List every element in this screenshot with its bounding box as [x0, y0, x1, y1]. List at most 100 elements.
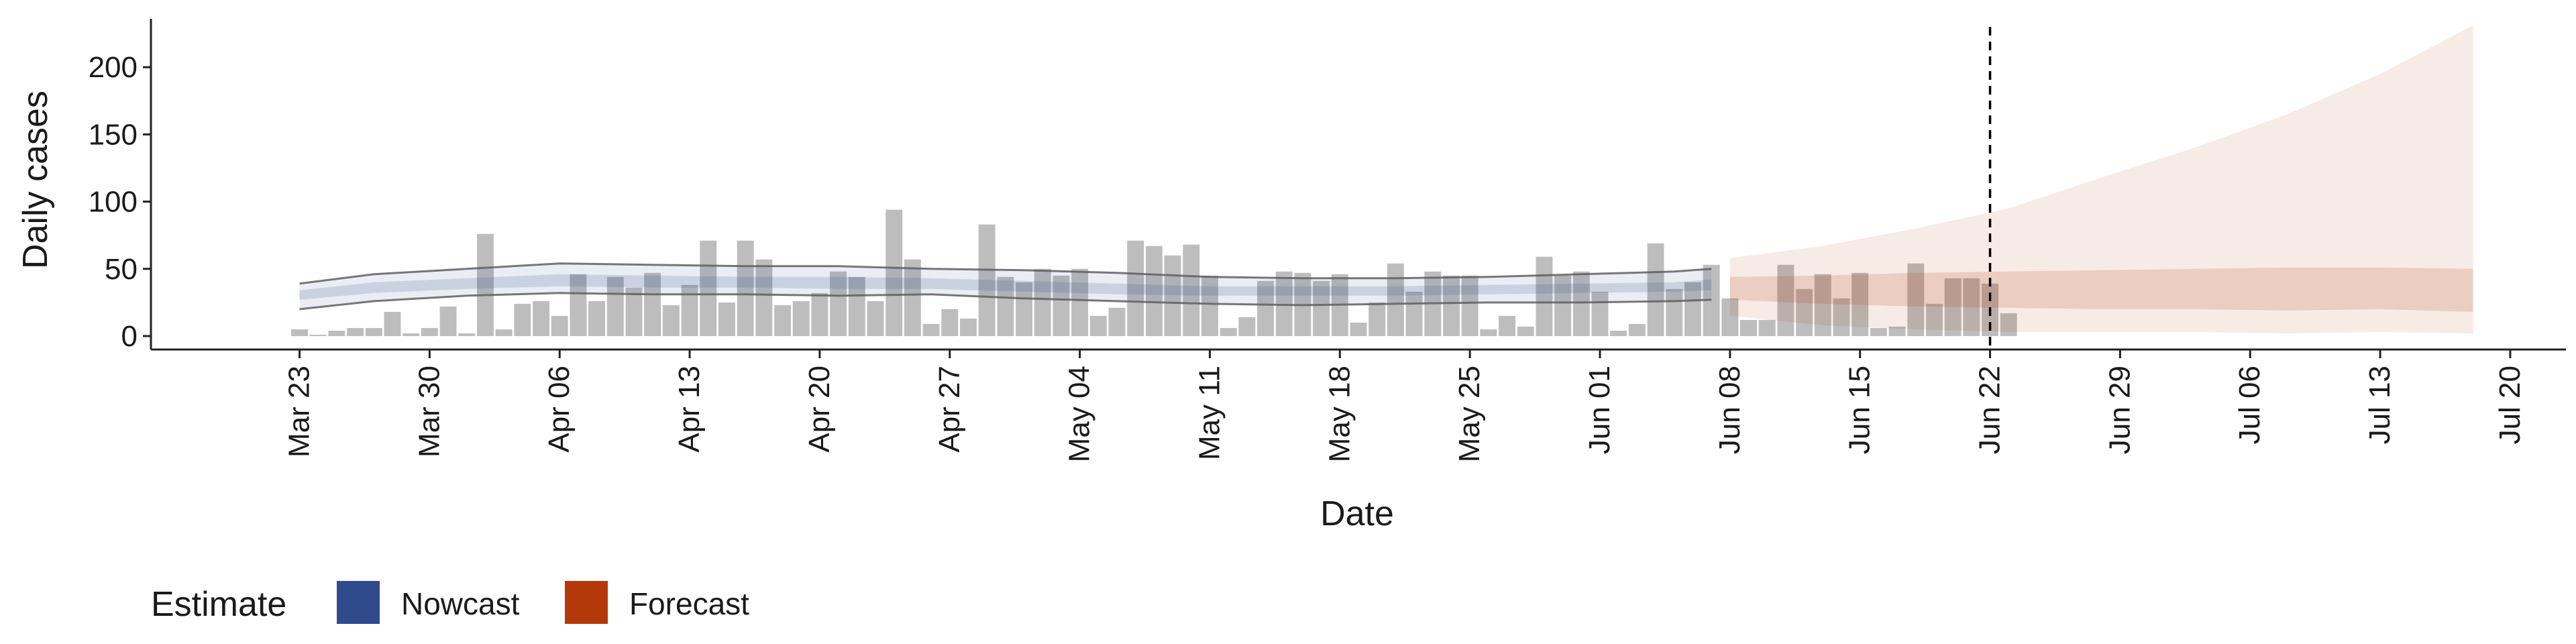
- case-bar: [644, 272, 661, 336]
- x-tick-label: Mar 23: [283, 366, 316, 458]
- case-bar: [1628, 323, 1646, 336]
- case-bar: [885, 209, 903, 336]
- case-bar: [1888, 326, 1906, 336]
- x-tick-label: Apr 06: [543, 366, 576, 453]
- x-tick-label: Jul 20: [2493, 366, 2526, 444]
- case-bar: [402, 333, 420, 336]
- forecast-band-50: [1729, 267, 2473, 312]
- case-bar: [1833, 298, 1850, 336]
- case-bar: [1443, 275, 1460, 336]
- case-bar: [941, 309, 959, 336]
- nowcast-band-90: [299, 263, 1712, 309]
- case-bar: [1275, 271, 1293, 336]
- case-bar: [1851, 272, 1869, 336]
- case-bar: [1127, 240, 1144, 336]
- case-bar: [1758, 319, 1776, 336]
- case-bar: [291, 329, 308, 336]
- case-bar: [439, 306, 457, 336]
- case-bar: [533, 301, 549, 336]
- case-bar: [1089, 315, 1107, 336]
- case-bar: [1350, 322, 1367, 336]
- y-ticks: 0 50 100 150 200: [89, 51, 151, 353]
- x-tick-label: Mar 30: [413, 366, 445, 458]
- case-bar: [1944, 278, 1962, 336]
- x-tick-label: Jun 22: [1974, 366, 2006, 454]
- x-tick-label: May 11: [1193, 366, 1226, 460]
- case-bar: [700, 240, 717, 336]
- case-bar: [1053, 275, 1070, 336]
- case-bar: [421, 327, 438, 336]
- case-bar: [458, 333, 476, 336]
- case-bar: [588, 301, 606, 336]
- case-bar: [755, 259, 773, 336]
- nowcast-upper-line: [299, 262, 1712, 285]
- legend-title: Estimate: [151, 585, 286, 624]
- case-bar: [1480, 329, 1497, 336]
- x-axis-label: Date: [1320, 494, 1394, 533]
- y-tick-label: 200: [89, 51, 138, 84]
- x-tick-label: May 04: [1063, 366, 1096, 462]
- case-bar: [718, 302, 735, 336]
- case-bar: [904, 259, 921, 336]
- x-tick-label: Jun 15: [1843, 366, 1876, 454]
- case-bar: [960, 318, 977, 336]
- y-tick-label: 50: [105, 253, 138, 286]
- case-bar: [1796, 288, 1813, 336]
- x-tick-label: Jun 29: [2103, 366, 2136, 454]
- case-bar: [1814, 274, 1831, 336]
- case-bar: [2000, 313, 2017, 336]
- case-bar: [477, 233, 494, 336]
- case-bar: [570, 274, 587, 336]
- y-tick-label: 100: [89, 186, 138, 219]
- case-bar: [1777, 264, 1794, 336]
- legend: Estimate Nowcast Forecast: [151, 581, 749, 624]
- case-bar: [848, 276, 865, 336]
- y-axis-label: Daily cases: [16, 91, 55, 269]
- x-tick-label: Apr 13: [673, 366, 706, 453]
- forecast-band-90: [1729, 25, 2473, 333]
- case-bar: [1721, 298, 1739, 336]
- case-bar: [1183, 244, 1200, 336]
- case-bar: [1666, 288, 1683, 336]
- nowcast-band-50: [299, 274, 1712, 300]
- case-bar: [514, 303, 531, 336]
- y-tick-label: 0: [121, 320, 138, 353]
- x-tick-label: Apr 27: [933, 366, 966, 453]
- case-bar: [606, 276, 624, 336]
- case-bar: [1387, 263, 1404, 336]
- case-bar: [867, 301, 884, 336]
- case-bar: [1034, 268, 1051, 336]
- case-bar: [1963, 278, 1980, 336]
- x-tick-label: Apr 20: [803, 366, 836, 453]
- case-bar: [1499, 315, 1515, 336]
- case-bar: [978, 224, 996, 336]
- case-bar: [1108, 307, 1126, 336]
- case-bar: [347, 327, 364, 336]
- case-bar: [1610, 330, 1627, 336]
- case-bar: [328, 330, 345, 336]
- legend-label-nowcast: Nowcast: [401, 586, 520, 621]
- x-tick-label: Jul 06: [2233, 366, 2266, 444]
- case-bar: [1536, 256, 1553, 336]
- case-bar: [1591, 291, 1609, 336]
- x-tick-label: Jul 13: [2363, 366, 2396, 444]
- case-bar: [1145, 246, 1163, 336]
- case-bar: [792, 301, 810, 336]
- case-bar: [1071, 268, 1089, 336]
- legend-swatch-forecast: [565, 581, 608, 624]
- case-bar: [662, 305, 680, 336]
- case-bar: [625, 287, 643, 336]
- case-bar: [309, 334, 327, 336]
- case-bar: [811, 292, 828, 336]
- case-bar: [384, 311, 401, 336]
- case-bar: [1016, 282, 1032, 336]
- case-bar: [774, 305, 791, 336]
- x-tick-label: May 25: [1453, 366, 1486, 462]
- case-bar: [1461, 275, 1479, 336]
- case-bar: [1684, 282, 1701, 336]
- y-tick-label: 150: [89, 118, 138, 151]
- nowcast-lower-line: [299, 292, 1712, 311]
- case-bar: [1405, 291, 1423, 336]
- x-tick-label: Jun 08: [1713, 366, 1746, 454]
- case-bar: [1238, 317, 1256, 336]
